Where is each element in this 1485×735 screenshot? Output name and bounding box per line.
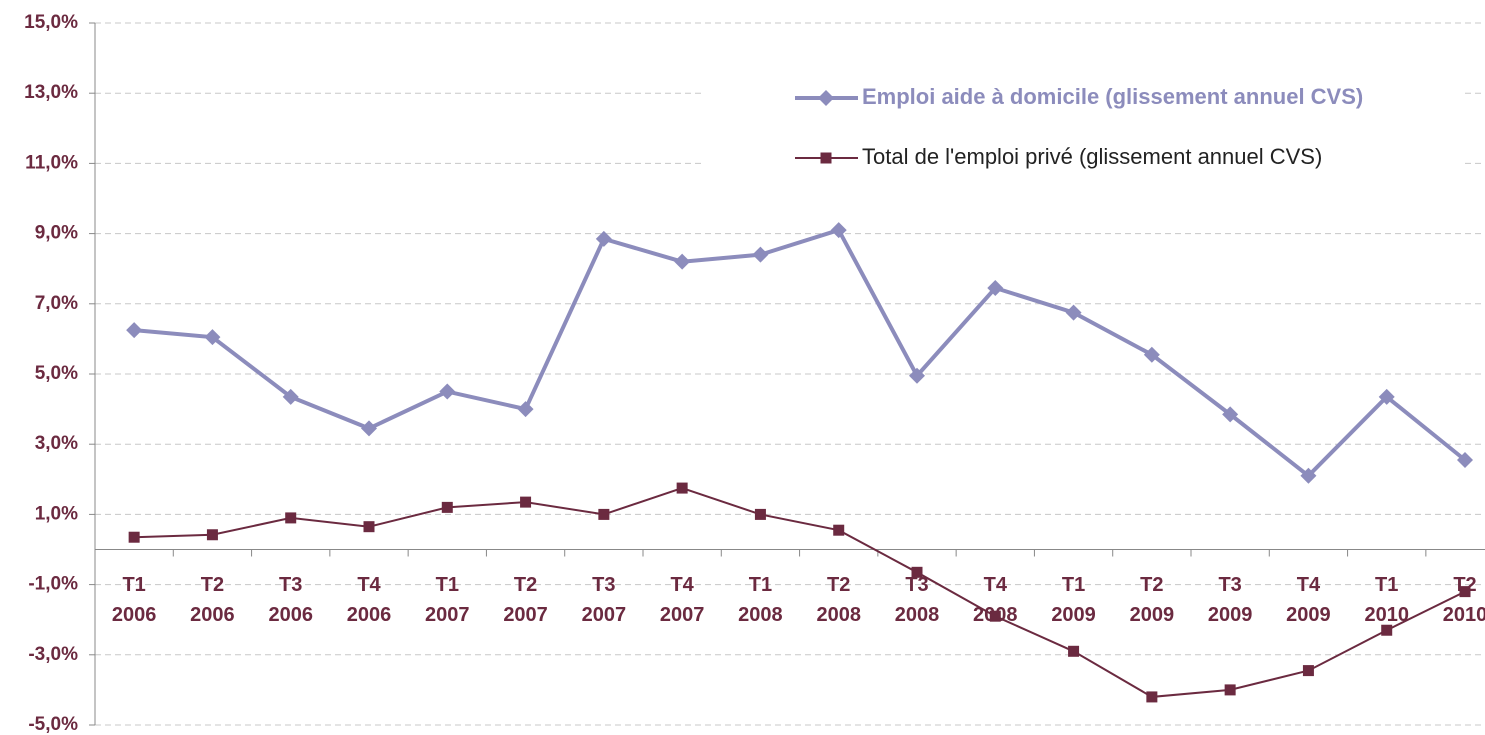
data-point <box>754 508 766 520</box>
data-point <box>598 508 610 520</box>
data-point <box>833 524 845 536</box>
data-point <box>520 496 532 508</box>
x-tick-label: T1 2010 <box>1364 573 1409 626</box>
data-point <box>911 566 923 578</box>
x-tick-label: T3 2009 <box>1207 573 1253 626</box>
x-tick-label: T1 2006 <box>111 573 157 626</box>
data-point <box>439 383 456 400</box>
x-tick-label: T2 2007 <box>503 573 548 626</box>
data-point <box>1381 624 1393 636</box>
x-tick-label: T4 2006 <box>346 573 392 626</box>
data-point <box>989 610 1001 622</box>
data-point <box>206 529 218 541</box>
data-point <box>1459 586 1471 598</box>
y-tick-label: 1,0% <box>35 503 78 524</box>
y-tick-label: 15,0% <box>24 12 78 33</box>
y-tick-label: 3,0% <box>35 433 78 454</box>
x-tick-label: T2 2006 <box>190 573 235 626</box>
data-point <box>126 322 143 339</box>
x-tick-label: T1 2009 <box>1051 573 1096 626</box>
data-point <box>1068 645 1080 657</box>
x-tick-label: T1 2008 <box>738 573 783 626</box>
data-point <box>1302 665 1314 677</box>
data-point <box>363 521 375 533</box>
y-tick-label: 7,0% <box>35 293 78 314</box>
y-tick-label: -3,0% <box>28 644 78 665</box>
data-point <box>909 367 925 384</box>
data-point <box>752 246 769 263</box>
data-point <box>676 482 688 494</box>
x-tick-label: T1 2007 <box>425 573 470 626</box>
data-point <box>1146 691 1158 703</box>
x-tick-label: T3 2008 <box>894 573 940 626</box>
x-tick-label: T2 2009 <box>1129 573 1175 626</box>
data-point <box>1224 684 1236 696</box>
data-point <box>441 501 453 513</box>
data-point <box>674 253 691 270</box>
data-point <box>830 222 847 239</box>
data-point <box>128 531 140 543</box>
x-tick-label: T4 2009 <box>1286 573 1331 626</box>
y-tick-label: 13,0% <box>24 82 78 103</box>
data-point <box>285 512 297 524</box>
data-point <box>1300 467 1317 484</box>
data-point <box>517 401 534 418</box>
y-tick-label: 5,0% <box>35 363 78 384</box>
data-point <box>987 280 1004 297</box>
legend-label: Emploi aide à domicile (glissement annue… <box>862 84 1363 109</box>
x-tick-label: T2 2008 <box>816 573 861 626</box>
legend-marker <box>820 152 832 164</box>
series-line <box>134 487 1466 698</box>
x-tick-label: T3 2007 <box>581 573 627 626</box>
data-point <box>1222 406 1239 423</box>
legend-box <box>705 70 1465 190</box>
series-line <box>133 227 1467 479</box>
y-tick-label: 9,0% <box>35 223 78 244</box>
x-tick-label: T4 2008 <box>973 573 1018 626</box>
data-point <box>204 329 221 346</box>
x-tick-label: T4 2007 <box>659 573 705 626</box>
data-point <box>595 230 612 247</box>
data-point <box>282 388 299 405</box>
legend-label: Total de l'emploi privé (glissement annu… <box>862 144 1322 169</box>
x-tick-label: T3 2006 <box>268 573 313 626</box>
data-point <box>1378 388 1395 405</box>
data-point <box>361 420 377 437</box>
data-point <box>1457 451 1473 468</box>
y-tick-label: -5,0% <box>28 714 78 735</box>
data-point <box>1065 304 1082 321</box>
y-tick-label: 11,0% <box>25 152 78 173</box>
data-point <box>1143 346 1160 363</box>
y-tick-label: -1,0% <box>28 574 78 595</box>
x-tick-label: T2 2010 <box>1442 573 1485 626</box>
legend-marker <box>818 90 834 106</box>
